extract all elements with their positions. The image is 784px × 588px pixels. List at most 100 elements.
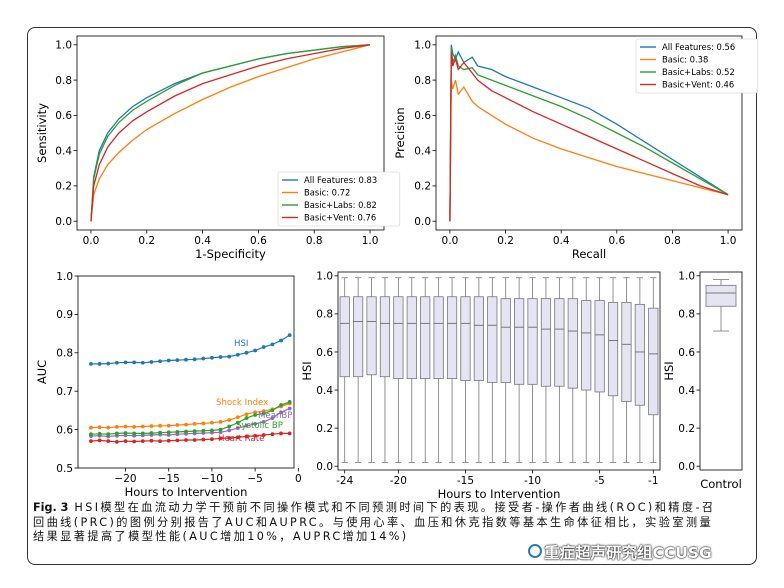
auc-point [279, 410, 283, 415]
roc-y-tick-label: 0.6 [55, 110, 72, 122]
control-axes-frame [699, 271, 743, 471]
roc-x-tick-label: 0.8 [306, 235, 323, 247]
auc-y-axis-label: AUC [35, 360, 49, 384]
auc-point [210, 437, 214, 442]
auc-x-axis-label: Hours to Intervention [125, 485, 248, 499]
auc-series-line [91, 334, 291, 365]
auc-point [270, 342, 275, 347]
auc-y-tick-label: 0.5 [56, 463, 73, 475]
auc-point [184, 357, 188, 362]
auc-x-tick-label: −20 [114, 473, 136, 485]
prc-x-tick-label: 1.0 [720, 235, 737, 247]
auc-point [201, 421, 206, 426]
auc-point [287, 400, 292, 404]
auc-series-annotation: HSI [234, 339, 248, 349]
auc-point [114, 439, 119, 444]
prc-legend-label: Basic: 0.38 [662, 55, 708, 65]
roc-legend-label: Basic+Vent: 0.76 [304, 213, 376, 223]
boxplot-x-axis-label: Hours to Intervention [438, 487, 561, 501]
auc-point [184, 422, 188, 427]
boxplot-y-tick-label: 0.2 [316, 423, 333, 435]
auc-point [210, 428, 214, 433]
auc-point [261, 411, 266, 416]
auc-point [244, 423, 249, 428]
boxplot-box [594, 300, 605, 393]
auc-point [89, 362, 93, 366]
roc-legend-box [277, 171, 401, 227]
watermark-text: 重症超声研究组CCUSG [544, 544, 712, 562]
auc-point [149, 360, 154, 364]
prc-y-tick-label: 1.0 [414, 40, 431, 52]
auc-point [235, 426, 240, 430]
boxplot-box [527, 298, 538, 385]
auc-point [287, 431, 292, 436]
auc-point [210, 420, 214, 425]
prc-legend: All Features: 0.56 Basic: 0.38 Basic+Labs:… [635, 38, 759, 94]
auc-axes-frame [77, 275, 295, 469]
prc-series-line [449, 79, 729, 222]
roc-legend-label: Basic: 0.72 [304, 188, 350, 198]
boxplot-axes-frame [337, 271, 661, 471]
roc-y-tick-label: 0.4 [55, 145, 72, 157]
boxplot-x-tick-label: -10 [524, 475, 541, 487]
auc-point [132, 439, 137, 444]
auc-point [106, 361, 111, 366]
auc-point [166, 438, 171, 443]
auc-point [166, 430, 171, 435]
prc-y-tick-label: 0.6 [414, 110, 431, 122]
prc-x-tick-label: 0.8 [664, 235, 681, 247]
auc-point [287, 333, 292, 338]
auc-point [166, 358, 171, 363]
auc-series-annotation: Systolic BP [236, 421, 283, 431]
auc-point [253, 421, 258, 426]
auc-point [106, 425, 111, 430]
prc-x-axis-label: Recall [572, 247, 606, 261]
roc-series-line [90, 44, 371, 222]
caption-text: HSI模型在血流动力学干预前不同操作模式和不同预测时间下的表现。接受者-操作者曲… [33, 501, 716, 544]
boxplot-box [567, 298, 578, 389]
control-y-tick-label: 1.0 [678, 271, 695, 283]
auc-point [244, 434, 249, 439]
prc-x-tick-label: 0.4 [553, 235, 570, 247]
auc-point [218, 427, 223, 432]
wechat-logo-icon [528, 544, 542, 558]
auc-y-tick-label: 1.0 [56, 271, 73, 283]
auc-point [132, 431, 137, 436]
auc-y-tick-label: 0.7 [56, 386, 73, 398]
auc-series-annotation: Shock Index [216, 398, 268, 408]
auc-point [270, 416, 275, 420]
control-y-tick-label: 0.0 [678, 461, 695, 473]
boxplot-box [554, 298, 565, 387]
roc-series-line [90, 44, 371, 222]
auc-point [184, 438, 188, 442]
auc-point [235, 420, 240, 425]
auc-point [253, 413, 258, 417]
auc-point [175, 430, 180, 434]
boxplot-box [406, 296, 417, 380]
auc-series-annotation: MeanBP [258, 411, 293, 421]
boxplot-y-tick-label: 1.0 [316, 271, 333, 283]
auc-point [140, 439, 145, 444]
roc-legend-label: Basic+Labs: 0.82 [304, 200, 377, 210]
roc-legend: All Features: 0.83 Basic: 0.72 Basic+Labs:… [277, 171, 401, 227]
auc-point [89, 425, 93, 430]
auc-point [175, 423, 180, 427]
roc-x-tick-label: 0.6 [250, 235, 267, 247]
auc-point [97, 362, 102, 366]
auc-point [106, 432, 111, 437]
auc-point [235, 415, 240, 420]
boxplot-x-tick-label: -5 [594, 475, 604, 487]
auc-y-tick-label: 0.6 [56, 424, 73, 436]
auc-point [287, 406, 292, 411]
boxplot-y-axis-label: HSI [300, 361, 314, 380]
auc-point [97, 438, 102, 443]
boxplot-x-tick-label: -20 [390, 475, 407, 487]
auc-point [270, 432, 275, 437]
auc-point [253, 410, 258, 415]
boxplot-box [339, 296, 350, 378]
auc-point [123, 360, 128, 365]
auc-x-tick-label: 0 [295, 473, 302, 485]
auc-point [166, 423, 171, 428]
boxplot-box [433, 296, 444, 380]
